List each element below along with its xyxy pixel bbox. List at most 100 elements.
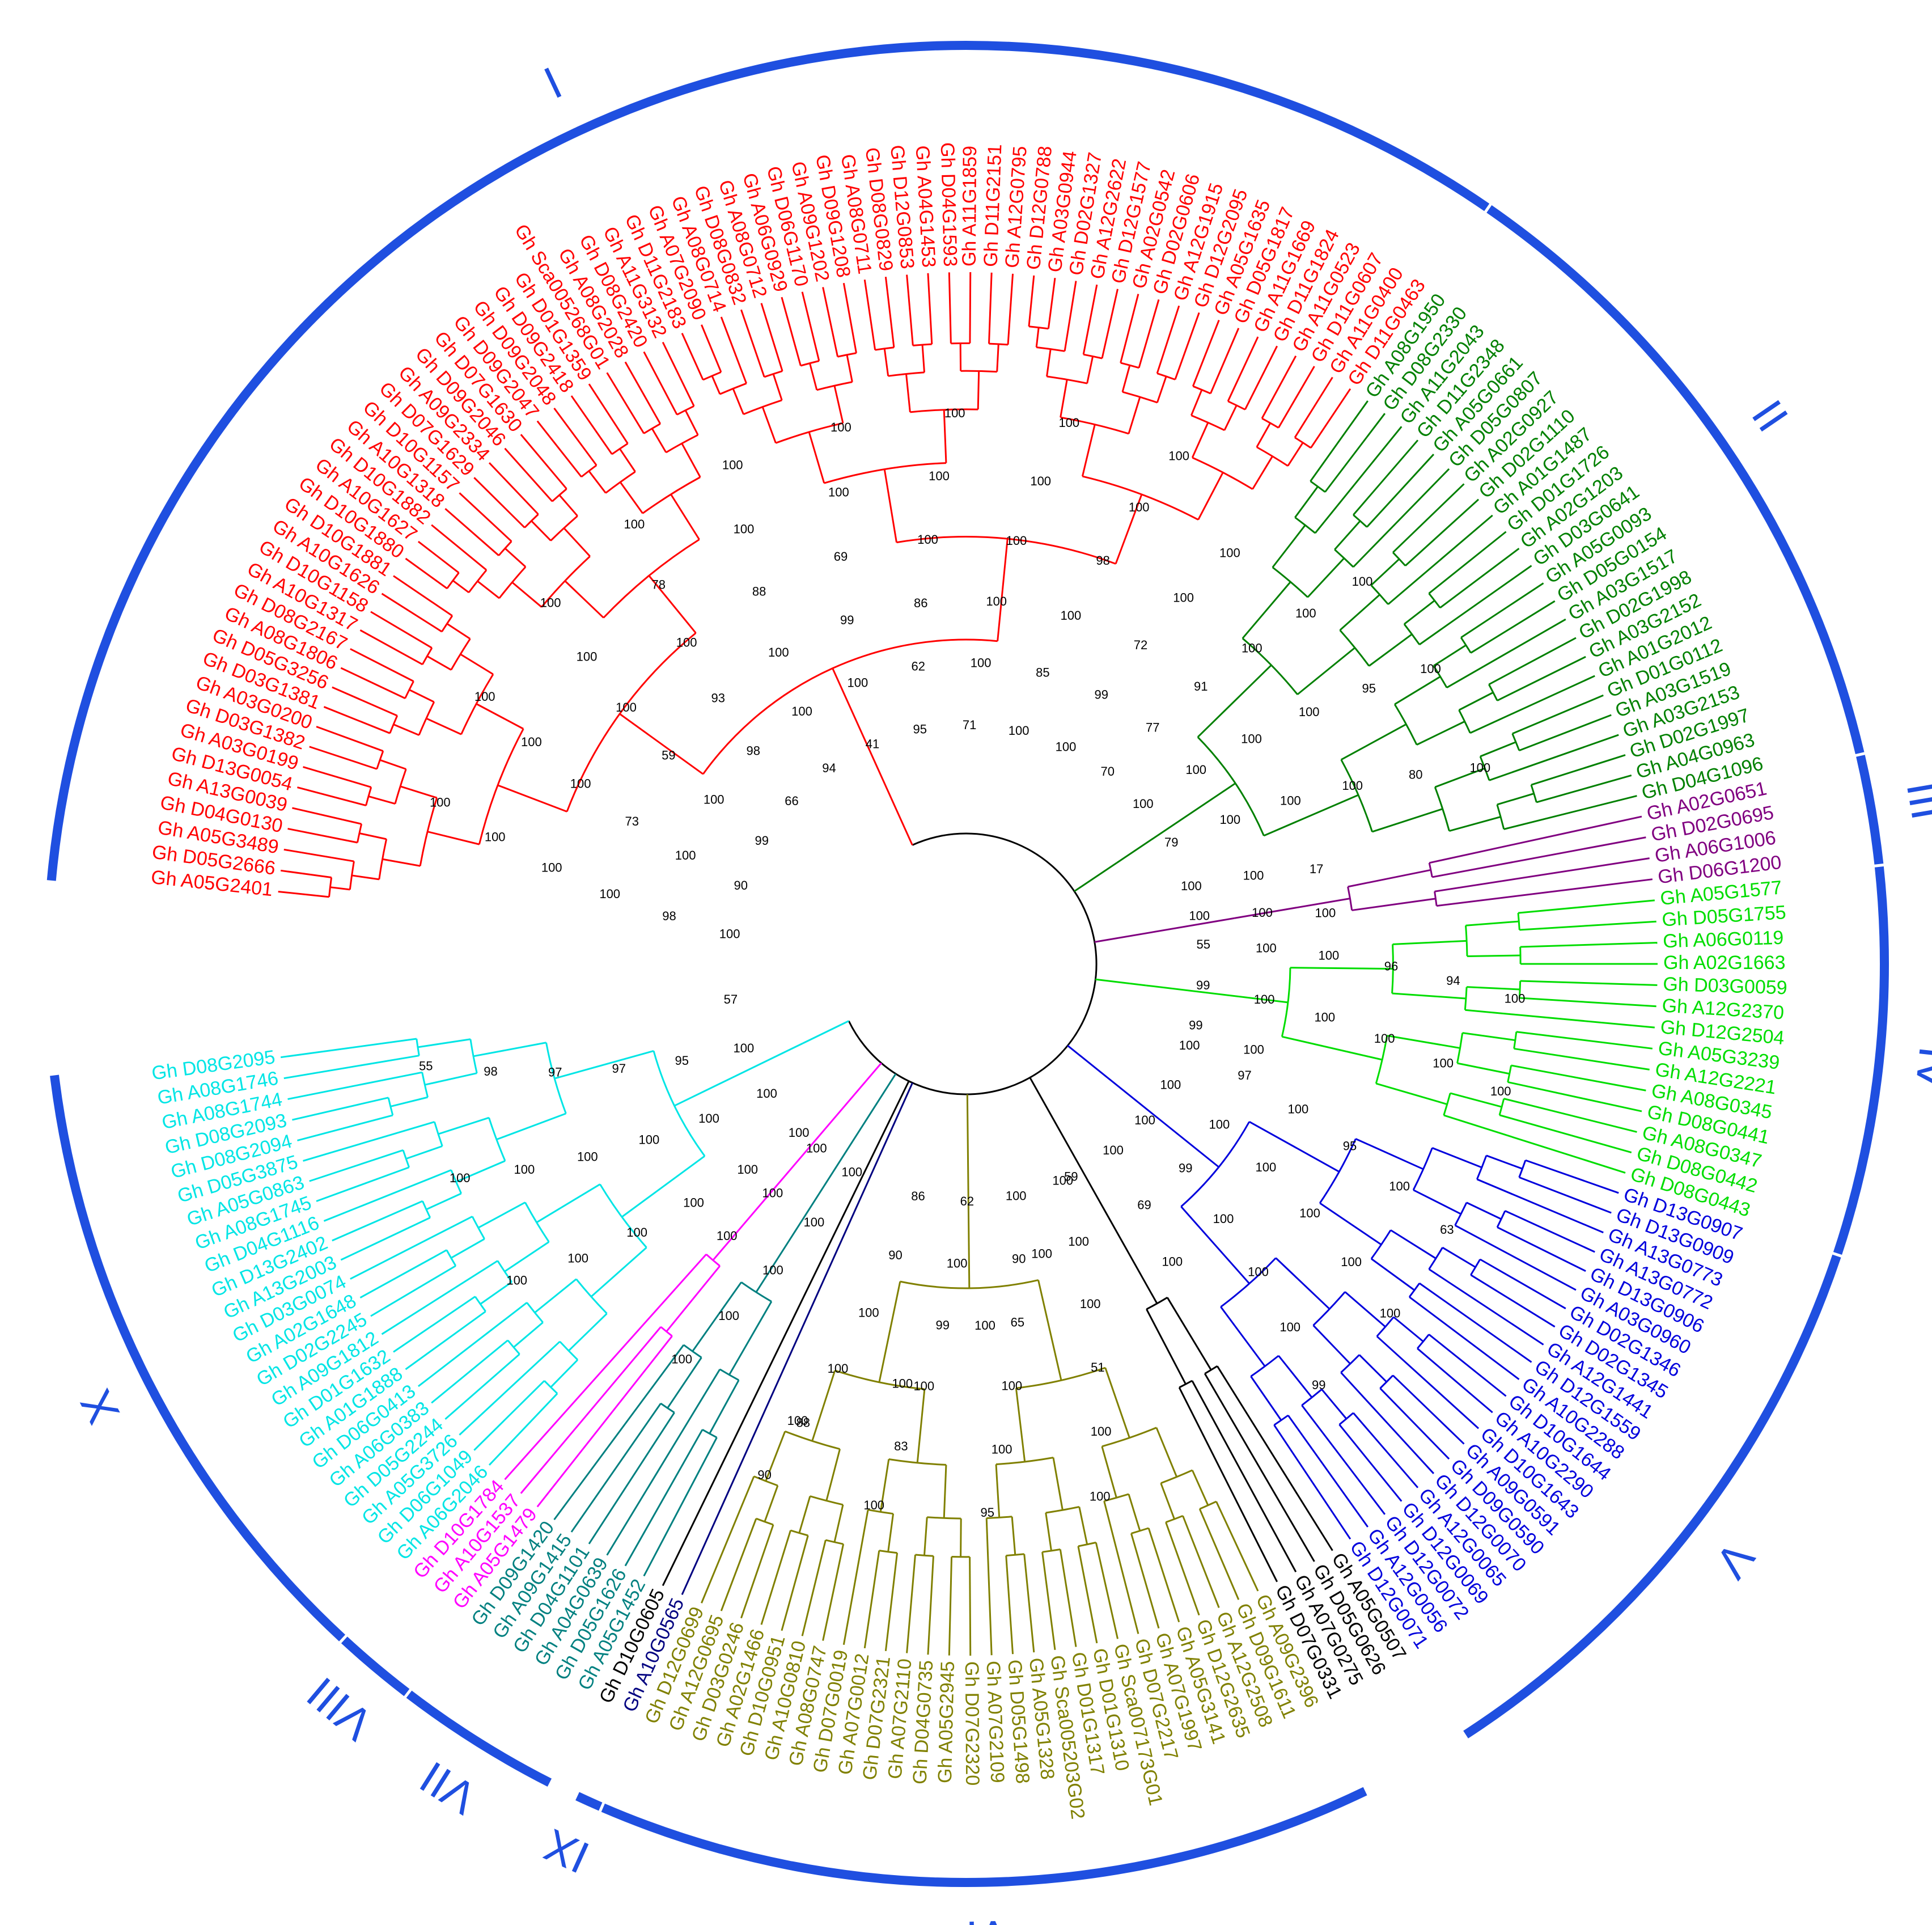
branch	[480, 1281, 512, 1305]
branch	[1287, 442, 1304, 467]
branch	[1470, 1274, 1556, 1328]
branch	[280, 1038, 417, 1059]
branch	[1138, 299, 1160, 369]
branch-arc	[1443, 1093, 1451, 1116]
bootstrap-value: 100	[1133, 797, 1154, 811]
branch	[1314, 426, 1403, 534]
bootstrap-value: 98	[662, 909, 676, 923]
branch-arc	[1454, 1202, 1468, 1226]
branch	[504, 548, 527, 568]
branch	[292, 1097, 389, 1121]
bootstrap-value: 90	[734, 878, 748, 892]
branch	[643, 351, 678, 416]
branch-arc	[605, 471, 636, 494]
branch	[1393, 1316, 1424, 1343]
branch-arc	[702, 638, 998, 775]
branch	[760, 303, 783, 371]
clade-label: V	[1706, 1533, 1764, 1588]
bootstrap-value: 100	[1181, 879, 1202, 893]
branch-arc	[1310, 480, 1326, 493]
branch	[431, 524, 488, 571]
bootstrap-value: 100	[717, 1229, 738, 1243]
clade-arc	[406, 1690, 552, 1787]
branch	[1499, 1114, 1632, 1153]
bootstrap-value: 100	[1341, 1255, 1362, 1269]
branch	[1023, 1554, 1035, 1653]
branch-arc	[1496, 1210, 1506, 1228]
bootstrap-value: 77	[1146, 721, 1159, 735]
branch	[1392, 483, 1465, 553]
bootstrap-value: 65	[1011, 1315, 1024, 1329]
bootstrap-value: 100	[762, 1263, 783, 1277]
branch	[504, 447, 553, 502]
branch	[1387, 514, 1493, 605]
branch	[1121, 365, 1131, 392]
branch	[1275, 1257, 1331, 1310]
branch	[878, 1281, 901, 1383]
branch	[1434, 857, 1650, 892]
bootstrap-value: 83	[894, 1439, 908, 1453]
branch	[1433, 644, 1467, 667]
clade-arc	[1833, 866, 1889, 1255]
branch	[1294, 486, 1319, 518]
branch	[1392, 940, 1467, 945]
branch	[446, 623, 471, 640]
branch-arc	[989, 342, 1009, 346]
branch	[1147, 1528, 1180, 1623]
branch	[1512, 694, 1604, 735]
branch	[1307, 557, 1345, 598]
branch	[1454, 1224, 1577, 1291]
branch	[1220, 1306, 1266, 1367]
branch-arc	[1028, 325, 1049, 330]
branch	[534, 1278, 577, 1314]
branch-arc	[378, 839, 388, 880]
bootstrap-value: 100	[1252, 906, 1273, 920]
bootstrap-value: 100	[1009, 724, 1029, 738]
branch	[1429, 815, 1642, 864]
branch	[590, 1247, 647, 1297]
bootstrap-value: 100	[485, 830, 506, 844]
branch	[292, 807, 362, 825]
branch	[1082, 284, 1098, 355]
branch	[287, 828, 358, 844]
bootstrap-value: 80	[1409, 768, 1422, 782]
branch	[1470, 600, 1556, 654]
branch	[916, 1389, 926, 1463]
branch	[1428, 1334, 1507, 1397]
bootstrap-value: 100	[506, 1273, 527, 1287]
branch-arc	[1428, 1247, 1443, 1270]
branch	[1334, 520, 1361, 551]
bootstrap-value: 100	[1469, 760, 1490, 775]
branch	[476, 703, 524, 730]
branch	[1104, 1367, 1130, 1439]
bootstrap-value: 96	[1384, 959, 1398, 974]
bootstrap-value: 100	[430, 796, 451, 810]
bootstrap-value: 41	[866, 737, 879, 751]
branch	[808, 431, 825, 484]
branch	[1287, 1415, 1368, 1528]
branch-arc	[581, 464, 598, 478]
leaf-label: Gh A05G2945	[934, 1661, 959, 1783]
clade-label: VII	[412, 1751, 485, 1824]
branch	[624, 361, 662, 425]
branch	[969, 272, 972, 344]
branch	[1503, 1098, 1637, 1133]
branch-arc	[1428, 862, 1433, 878]
bootstrap-value: 100	[1295, 606, 1316, 620]
branch	[906, 274, 914, 346]
bootstrap-value: 100	[1243, 868, 1264, 882]
bootstrap-value: 72	[1134, 638, 1147, 652]
bootstrap-value: 88	[796, 1415, 810, 1429]
branch	[1060, 379, 1068, 418]
bootstrap-value: 95	[981, 1505, 994, 1520]
branch-arc	[468, 569, 488, 593]
bootstrap-value: 100	[1243, 1043, 1264, 1057]
branch	[1272, 524, 1306, 568]
branch	[1340, 1372, 1435, 1474]
bootstrap-value: 100	[1219, 546, 1240, 560]
branch	[667, 1357, 702, 1409]
branch	[497, 784, 567, 813]
branch	[520, 1326, 662, 1494]
branch	[1099, 1200, 1158, 1304]
bootstrap-value: 95	[675, 1054, 688, 1068]
